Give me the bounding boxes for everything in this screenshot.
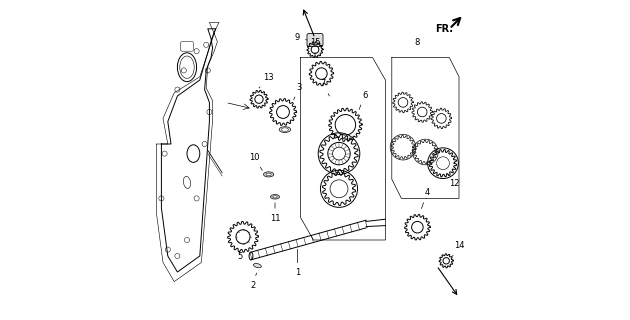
Text: 11: 11 — [270, 203, 280, 223]
Text: 12: 12 — [448, 174, 459, 188]
Text: 14: 14 — [452, 241, 464, 256]
Ellipse shape — [270, 195, 280, 199]
Ellipse shape — [266, 173, 271, 176]
Ellipse shape — [253, 263, 261, 268]
Text: 7: 7 — [320, 79, 329, 96]
Text: 10: 10 — [249, 153, 262, 171]
Ellipse shape — [282, 128, 289, 132]
Text: 3: 3 — [294, 83, 302, 100]
Text: 5: 5 — [237, 251, 243, 261]
Text: 2: 2 — [250, 273, 256, 290]
Text: 4: 4 — [421, 188, 430, 209]
FancyBboxPatch shape — [307, 34, 323, 46]
Text: 9: 9 — [295, 33, 307, 42]
Text: 6: 6 — [359, 91, 367, 109]
Text: 1: 1 — [295, 249, 300, 277]
Text: 8: 8 — [415, 38, 420, 47]
Text: 15: 15 — [310, 38, 320, 56]
Ellipse shape — [279, 127, 290, 132]
FancyBboxPatch shape — [181, 42, 193, 51]
Ellipse shape — [263, 172, 273, 177]
Ellipse shape — [273, 196, 277, 198]
Text: FR.: FR. — [435, 24, 454, 34]
Text: 13: 13 — [259, 73, 274, 88]
